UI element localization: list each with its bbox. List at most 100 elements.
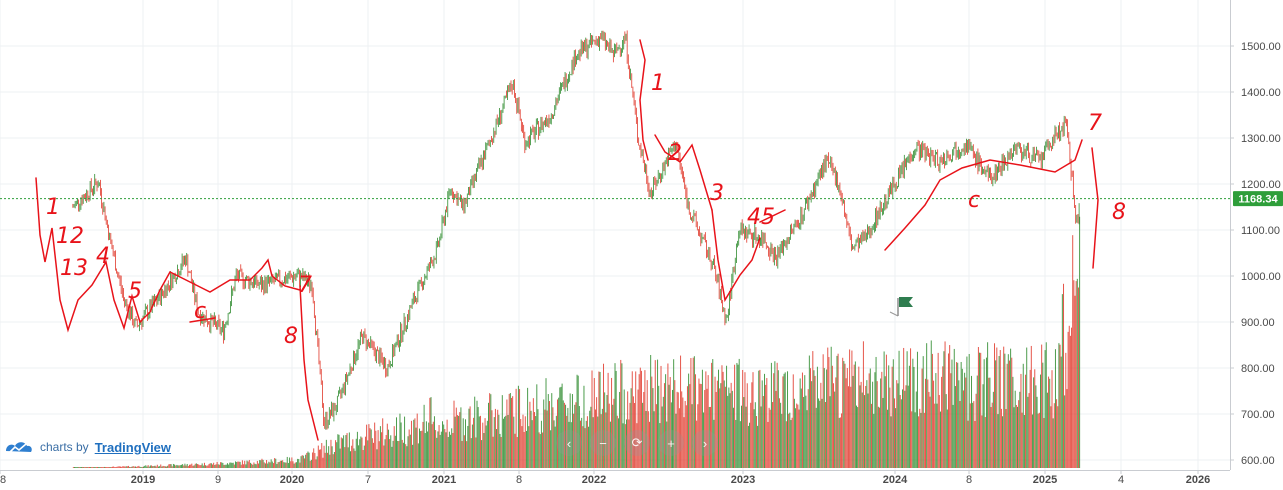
volume-bar [589,410,591,468]
volume-bar [275,458,277,468]
volume-bar [581,417,583,468]
volume-bar [631,371,633,468]
volume-bar [272,463,274,468]
volume-bar [424,433,426,468]
volume-bar [328,446,330,468]
volume-bar [493,417,495,468]
time-axis[interactable]: 8 2019 9 2020 7 2021 8 2022 2023 2024 8 2025 4 2026 [0,470,1210,486]
volume-bar [586,416,588,468]
volume-bar [477,407,479,468]
volume-bar [74,467,76,468]
volume-bar [768,407,770,468]
volume-bar [229,462,231,468]
volume-bar [739,421,741,468]
volume-bar [101,467,103,468]
volume-bar [1065,352,1067,468]
volume-bar [366,424,368,468]
volume-bar [231,462,233,468]
volume-bar [1038,412,1040,468]
volume-bar [951,359,953,468]
price-axis[interactable]: 600.00 700.00 800.00 900.00 1000.00 1100.00 12… [1230,41,1281,467]
volume-bar [436,437,438,468]
volume-bar [866,380,868,468]
volume-bar [660,365,662,468]
volume-bar [373,442,375,468]
volume-bar [389,439,391,468]
volume-bar [205,465,207,468]
volume-bar [240,464,242,468]
volume-bar [590,406,592,468]
volume-bar [975,393,977,468]
volume-bar [468,408,470,468]
volume-bar [736,362,738,468]
volume-bar [475,437,477,468]
zoom-in-button[interactable]: + [658,430,684,456]
volume-bar [872,381,874,468]
volume-bar [902,389,904,468]
volume-bar [838,417,840,468]
volume-bar [485,425,487,468]
volume-bar [169,464,171,468]
volume-bar [774,361,776,468]
volume-bar [883,351,885,468]
annotation-label: 8 [284,324,298,349]
volume-bar [907,385,909,468]
volume-bar [712,359,714,468]
volume-bar [781,413,783,468]
volume-bar [944,341,946,468]
volume-bar [318,449,320,468]
volume-bar [885,354,887,468]
volume-bar [443,424,445,468]
volume-bar [448,431,450,468]
volume-bar [209,463,211,468]
volume-bar [220,462,222,468]
annotation-label: 1 [651,71,665,96]
tradingview-watermark[interactable]: charts by TradingView [4,437,171,457]
volume-bar [828,357,830,468]
volume-bar [1026,347,1028,468]
volume-bar [795,408,797,468]
volume-bar [322,457,324,468]
zoom-out-button[interactable]: − [590,430,616,456]
volume-bar [346,433,348,468]
watermark-brand-link[interactable]: TradingView [94,439,172,455]
volume-bar [1003,346,1005,468]
volume-bar [390,435,392,468]
volume-bar [914,412,916,468]
volume-bar [1061,294,1063,468]
volume-bar [815,407,817,468]
volume-bar [236,461,238,468]
volume-bar [950,373,952,468]
volume-bar [225,464,227,468]
volume-bar [676,391,678,468]
volume-bar [367,440,369,468]
volume-bar [655,404,657,468]
scroll-right-button[interactable]: › [692,430,718,456]
volume-bar [686,386,688,468]
volume-bar [356,431,358,468]
volume-bar [149,465,151,468]
volume-bar [548,401,550,468]
volume-bar [903,347,905,468]
volume-bar [494,408,496,468]
volume-bar [723,380,725,468]
volume-bar [954,386,956,468]
volume-bar [93,467,95,468]
flag-icon[interactable] [889,297,913,317]
volume-bar [341,438,343,468]
volume-bar [221,462,223,468]
volume-bar [985,357,987,468]
volume-bar [519,389,521,468]
volume-bar [1037,413,1039,468]
volume-bar [459,412,461,468]
volume-bar [597,416,599,468]
volume-bar [508,393,510,468]
volume-bar [313,448,315,468]
scroll-left-button[interactable]: ‹ [556,430,582,456]
volume-bar [314,453,316,468]
reset-button[interactable]: ⟳ [624,430,650,456]
volume-bar [136,466,138,468]
volume-bar [634,402,636,468]
volume-bar [653,411,655,468]
